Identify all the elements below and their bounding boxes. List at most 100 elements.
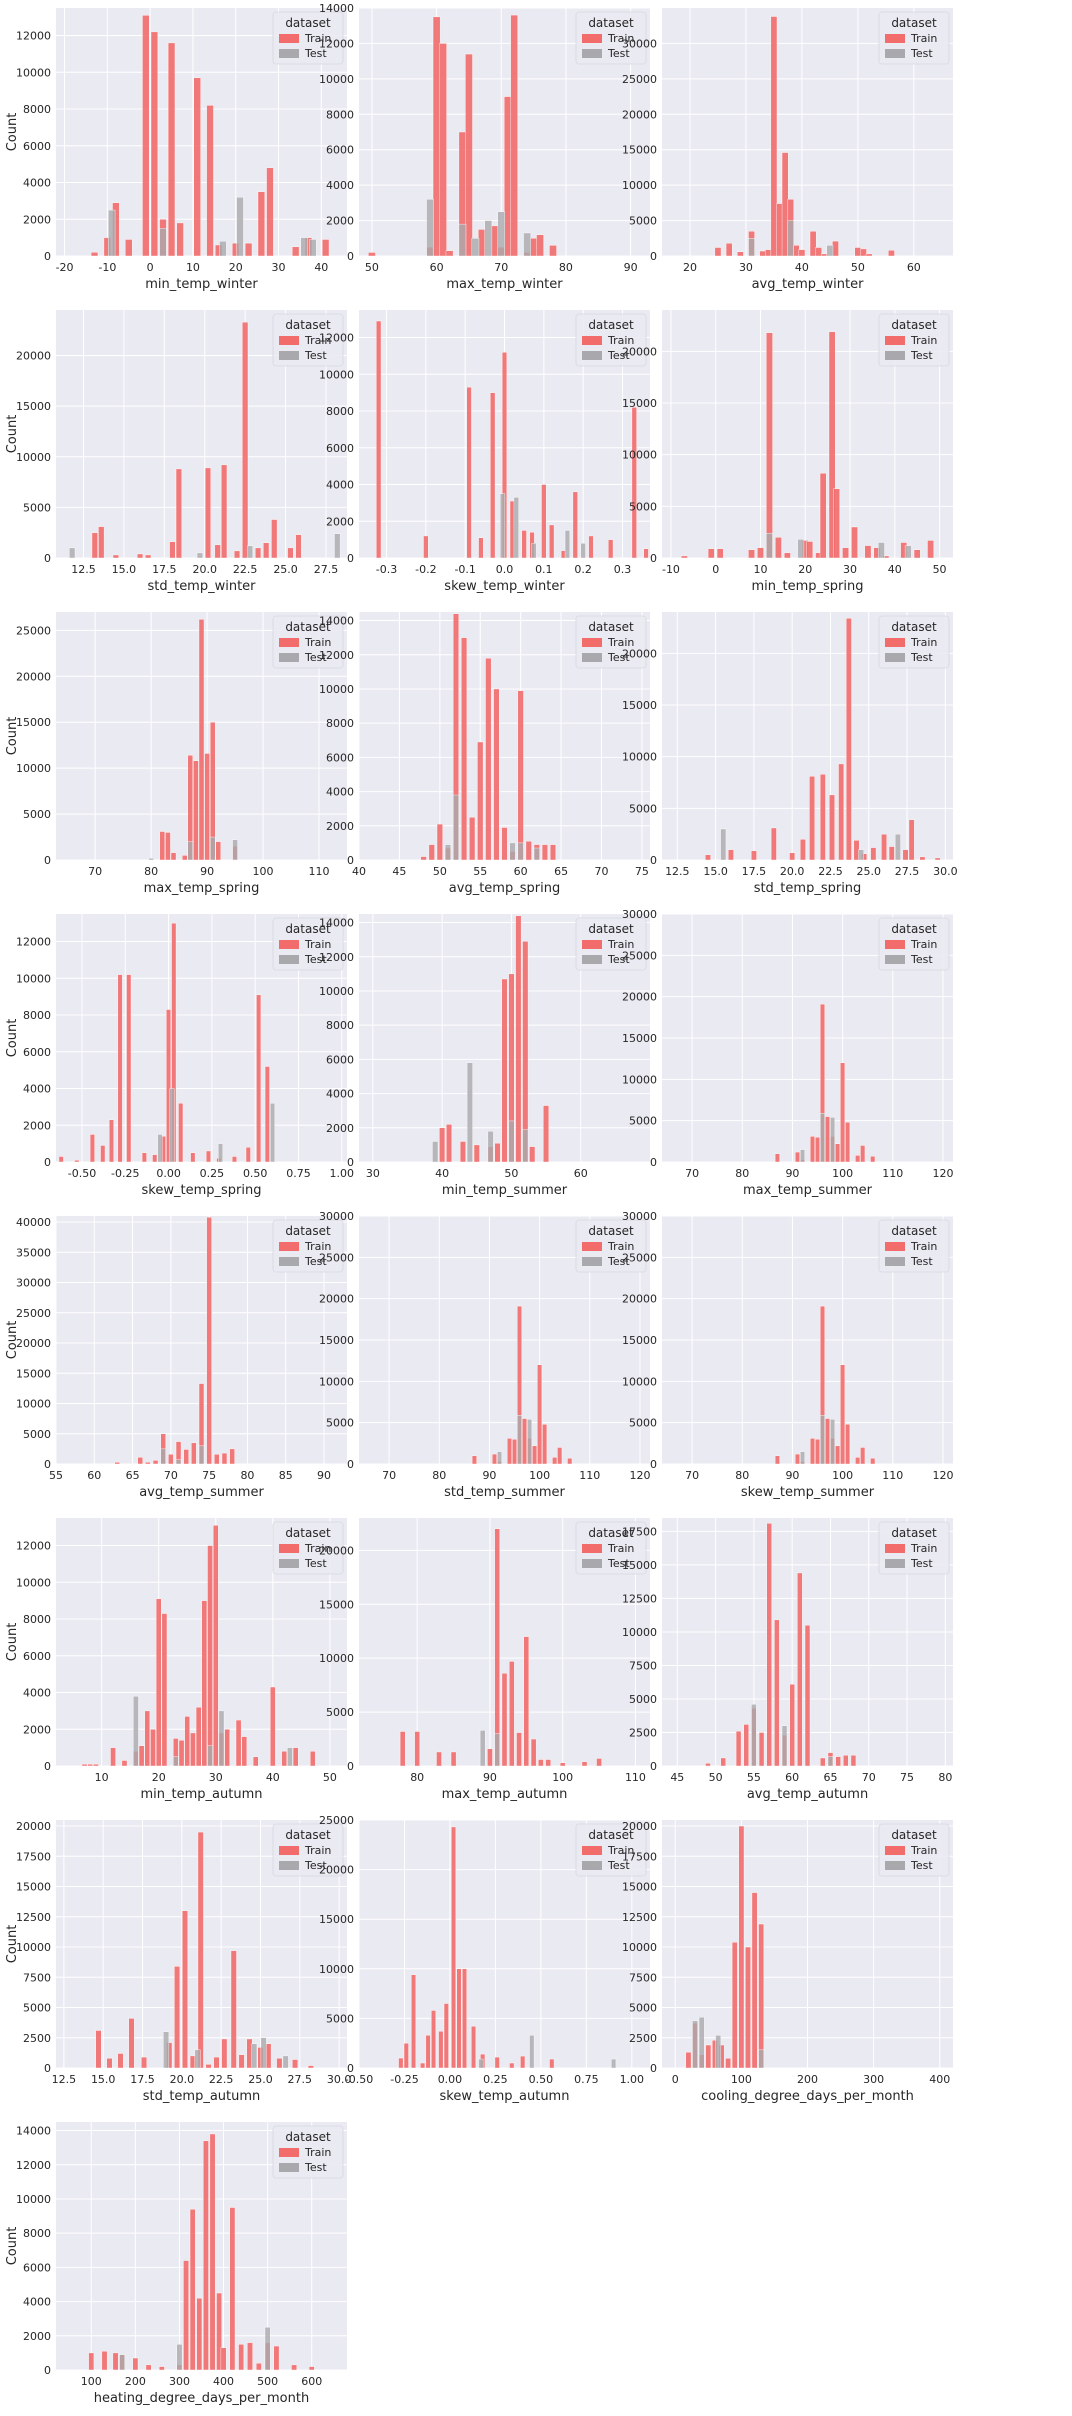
x-tick-label: 20.0 [780,865,805,878]
train-bar [509,2062,515,2069]
chart-avg_temp_spring: 0 2000 4000 6000 8000 10000 12000 14000 40 45 50 55… [319,612,650,896]
train-bar [865,253,873,257]
x-tick-label: 50 [709,1771,723,1784]
y-tick-label: 35000 [16,1246,51,1259]
train-bar [201,1600,208,1767]
x-tick-label: 40 [795,261,809,274]
train-bar [549,245,557,257]
x-tick-label: -0.50 [68,1167,96,1180]
legend-label-train: Train [607,1542,634,1555]
test-bar [426,199,434,257]
test-bar [878,542,885,559]
train-bar [214,544,221,559]
test-bar [826,245,834,257]
y-tick-label: 15000 [319,1334,354,1347]
train-bar [860,1145,866,1163]
test-bar [787,220,794,257]
y-tick-label: 25000 [622,73,657,86]
y-tick-label: 0 [347,1458,354,1471]
test-bar [334,533,341,559]
y-tick-label: 20000 [319,1544,354,1557]
legend-label-train: Train [910,1240,937,1253]
test-bar [452,794,460,861]
legend-swatch-test [582,955,602,964]
test-bar [611,2058,617,2069]
x-axis-label: max_temp_summer [743,1183,873,1198]
train-bar [256,994,262,1163]
chart-heating_degree_days_per_month: 0 2000 4000 6000 8000 10000 12000 14000 100 200 30… [5,2122,347,2406]
legend: dataset Train Test [272,2125,344,2179]
train-bar [403,2042,409,2069]
train-bar [450,1751,457,1767]
y-tick-label: 6000 [23,140,51,153]
legend-swatch-train [582,940,602,949]
legend: dataset Train Test [878,917,950,971]
y-tick-label: 10000 [319,985,354,998]
train-bar [795,1151,800,1163]
x-tick-label: 100 [81,2375,102,2388]
x-tick-label: 90 [317,1469,331,1482]
y-tick-label: 10000 [16,1398,51,1411]
test-bar [218,1143,224,1163]
test-bar [157,1134,163,1163]
legend-swatch-train [582,638,602,647]
y-tick-label: 2500 [629,2032,657,2045]
y-tick-label: 12000 [319,951,354,964]
y-tick-label: 2000 [23,1119,51,1132]
train-bar [195,1707,202,1767]
test-bar [207,1745,213,1767]
train-bar [494,2056,500,2069]
y-tick-label: 4000 [23,2296,51,2309]
train-bar [509,1661,515,1767]
train-bar [425,2035,431,2069]
legend-label-test: Test [304,47,327,60]
y-tick-label: 30000 [622,37,657,50]
x-axis-label: cooling_degree_days_per_month [701,2089,914,2104]
legend-swatch-train [279,1544,299,1553]
train-bar [81,1763,88,1767]
test-bar [209,836,216,861]
train-bar [888,250,895,257]
train-bar [411,1974,417,2069]
train-bar [552,1457,558,1465]
test-bar [458,223,467,257]
train-bar [204,753,210,861]
test-bar [175,1459,182,1465]
x-tick-label: 15.0 [91,2073,116,2086]
train-bar [197,1831,204,2069]
y-axis-label: Count [5,1623,20,1662]
train-bar [789,852,796,861]
train-bar [168,1454,174,1465]
x-tick-label: 110 [309,865,330,878]
train-bar [110,1747,116,1767]
train-bar [443,2003,449,2069]
train-bar [493,688,500,861]
legend-title: dataset [891,16,937,30]
train-bar [501,978,508,1163]
train-bar [292,2059,299,2069]
train-bar [287,547,294,559]
x-axis-label: min_temp_winter [145,277,258,292]
train-bar [438,2031,444,2069]
train-bar [170,852,177,861]
train-bar [840,1364,846,1465]
chart-skew_temp_autumn: 0 5000 10000 15000 20000 25000 -0.50 -0.25 0.00 0… [319,1814,650,2104]
train-bar [414,1731,420,1767]
train-bar [913,549,921,559]
x-tick-label: 17.5 [152,563,177,576]
y-tick-label: 4000 [326,786,354,799]
y-tick-label: 10000 [319,73,354,86]
train-bar [705,1763,711,1767]
train-bar [507,1438,512,1465]
y-tick-label: 2000 [326,820,354,833]
x-tick-label: 110 [882,1167,903,1180]
train-bar [205,2064,212,2069]
y-tick-label: 5000 [326,1706,354,1719]
train-bar [855,1457,861,1465]
train-bar [189,2209,196,2371]
y-tick-label: 2000 [23,2330,51,2343]
x-axis-label: max_temp_winter [446,277,563,292]
test-bar [198,1445,205,1465]
x-tick-label: 70 [382,1469,396,1482]
train-bar [774,1619,780,1767]
